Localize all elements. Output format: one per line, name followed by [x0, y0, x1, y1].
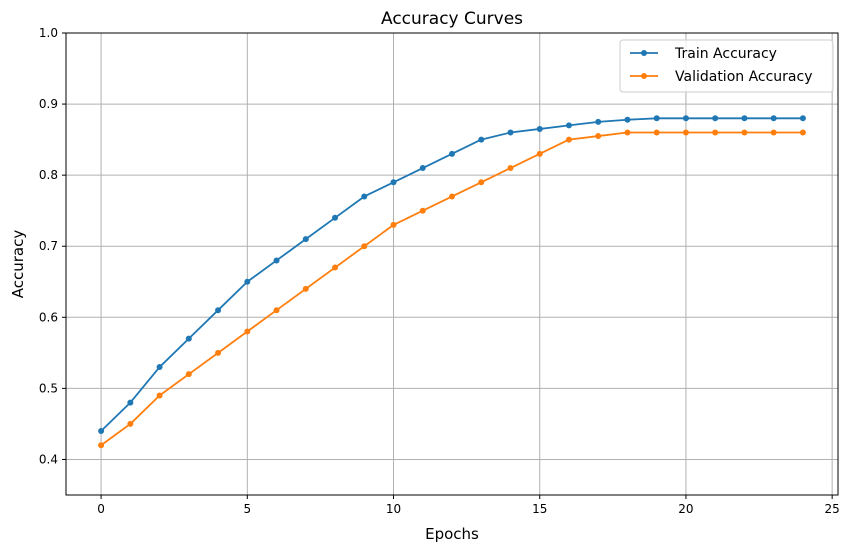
series-1-point [244, 328, 251, 335]
series-0-point [565, 122, 572, 129]
x-tick-label: 5 [243, 502, 251, 516]
series-1-point [770, 129, 777, 136]
series-1-point [332, 264, 339, 271]
series-1-point [390, 221, 397, 228]
y-axis-label: Accuracy [9, 230, 27, 299]
series-0-point [624, 116, 631, 123]
series-0-point [127, 399, 134, 406]
series-1-point [361, 243, 368, 250]
y-tick-label: 0.9 [39, 97, 58, 111]
axis-ticks: 0 5 10 15 20 25 0.4 0.5 0.6 0.7 0.8 0.9 1.0 [39, 26, 840, 516]
legend-box [619, 39, 834, 93]
series-1-point [478, 179, 485, 186]
x-tick-label: 20 [678, 502, 693, 516]
series-lines [98, 115, 806, 449]
legend-label-train: Train Accuracy [674, 46, 777, 62]
x-tick-label: 0 [97, 502, 105, 516]
y-tick-label: 0.4 [39, 452, 58, 466]
series-0-point [712, 115, 719, 122]
series-1-point [185, 371, 192, 378]
series-1-point [98, 442, 105, 449]
series-0-point [156, 364, 163, 371]
series-1-point [449, 193, 455, 200]
series-0-point [682, 115, 689, 122]
series-0-point [215, 307, 222, 314]
series-0-point [244, 278, 251, 285]
series-0-point [332, 214, 339, 221]
series-0-point [770, 115, 777, 122]
x-axis-label: Epochs [425, 525, 479, 543]
series-1-point [653, 129, 660, 136]
y-tick-label: 0.7 [39, 239, 58, 253]
series-0-point [741, 115, 748, 122]
legend-marker-validation [641, 73, 647, 79]
series-1-point [741, 129, 748, 136]
x-tick-label: 15 [532, 502, 547, 516]
series-1-point [419, 207, 426, 214]
series-0-point [419, 165, 426, 172]
series-0-point [98, 428, 105, 435]
series-0-point [273, 257, 280, 264]
legend-marker-train [641, 50, 647, 56]
y-tick-label: 0.5 [39, 381, 58, 395]
y-tick-label: 0.6 [39, 310, 58, 324]
series-1-point [536, 150, 543, 157]
series-1-point [156, 392, 163, 399]
series-0-point [478, 136, 485, 143]
plot-frame [65, 32, 839, 496]
series-line-1 [100, 131, 803, 446]
grid [66, 32, 838, 495]
y-tick-label: 0.8 [39, 168, 58, 182]
series-0-point [595, 118, 602, 125]
series-1-point [302, 285, 309, 292]
series-1-point [273, 307, 280, 314]
series-0-point [536, 125, 543, 132]
x-tick-label: 10 [386, 502, 401, 516]
series-0-point [185, 335, 192, 342]
series-1-point [215, 349, 222, 356]
chart-title: Accuracy Curves [381, 9, 523, 29]
series-1-point [799, 129, 806, 136]
series-0-point [653, 115, 660, 122]
series-1-point [712, 129, 719, 136]
series-1-point [507, 165, 514, 172]
series-0-point [361, 193, 368, 200]
series-0-point [799, 115, 806, 122]
legend-label-validation: Validation Accuracy [675, 69, 813, 85]
series-1-point [624, 129, 631, 136]
series-1-point [565, 136, 572, 143]
series-0-point [302, 236, 309, 243]
series-0-point [390, 179, 397, 186]
series-1-point [682, 129, 689, 136]
x-tick-label: 25 [825, 502, 840, 516]
legend: Train Accuracy Validation Accuracy [619, 39, 834, 93]
series-1-point [127, 420, 134, 427]
series-0-point [507, 129, 514, 136]
y-tick-label: 1.0 [39, 26, 58, 40]
series-0-point [449, 150, 455, 157]
series-line-0 [100, 117, 803, 432]
series-1-point [595, 133, 602, 140]
